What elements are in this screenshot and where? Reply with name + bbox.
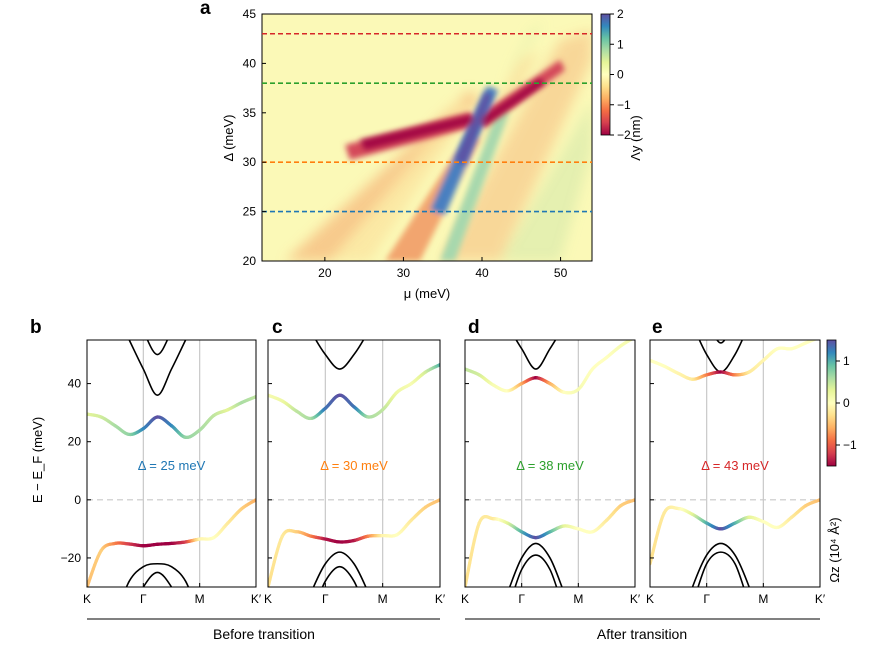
heatmap-ytick-label: 40 xyxy=(243,56,257,70)
band-ytick-label: 40 xyxy=(68,377,82,391)
band-line-black xyxy=(128,340,187,397)
band-line-black xyxy=(465,295,635,331)
band-line-black xyxy=(698,340,744,373)
band-ytick-label: 20 xyxy=(68,435,82,449)
kpoint-label: Γ xyxy=(703,592,710,606)
upper-band-segment xyxy=(630,340,634,341)
panel-letter-b: b xyxy=(30,317,42,338)
upper-band-segment xyxy=(633,338,634,339)
kpoint-label: K xyxy=(264,592,272,606)
kpoint-label: K′ xyxy=(630,592,641,606)
heatmap-axes: 20 30 40 50 20 25 30 35 40 45 xyxy=(243,7,568,280)
upper-band-segment xyxy=(816,340,817,341)
colorbar-lambda-tick-label: 0 xyxy=(617,68,624,82)
band-line-black xyxy=(125,562,190,587)
band-panel-d: d K Γ M K′ Δ = 38 meV xyxy=(461,295,641,606)
band-panel-frame xyxy=(464,339,636,588)
band-line-black xyxy=(515,340,557,370)
band-panel-plot-c xyxy=(268,340,440,587)
colorbar-omega-tick-label: 0 xyxy=(843,396,850,410)
band-panel-plot-d xyxy=(465,295,635,587)
band-line-black xyxy=(697,551,745,587)
band-panel-frame xyxy=(649,339,821,588)
kpoint-label: K′ xyxy=(251,592,262,606)
colorbar-lambda-tick-label: −1 xyxy=(617,98,631,112)
colorbar-omega-label: Ωz (10⁴ Å²) xyxy=(827,517,842,582)
band-line-black xyxy=(716,340,726,344)
band-panel-c: c K Γ M K′ Δ = 30 meV xyxy=(264,317,446,606)
colorbar-omega-ticks: −1 0 1 xyxy=(836,354,857,452)
kpoint-label: Γ xyxy=(322,592,329,606)
before-transition-label: Before transition xyxy=(213,626,315,642)
kpoint-label: K xyxy=(646,592,654,606)
band-line-black xyxy=(146,340,169,356)
heatmap-xtick-label: 20 xyxy=(318,266,332,280)
kpoint-label: K′ xyxy=(815,592,826,606)
delta-label-d: Δ = 38 meV xyxy=(516,458,584,473)
heatmap-ytick-label: 20 xyxy=(243,254,257,268)
band-panels: b K Γ M K′ Δ = 25 meV −20 0 20 40 c K Γ M K′ Δ = 30 meV… xyxy=(30,295,826,606)
after-transition-label: After transition xyxy=(597,626,687,642)
band-line-black xyxy=(321,565,358,587)
heatmap-ylabel: Δ (meV) xyxy=(221,115,236,162)
panel-letter-c: c xyxy=(272,317,283,338)
panel-letter-e: e xyxy=(652,317,663,338)
kpoint-label: K′ xyxy=(435,592,446,606)
colorbar-lambda-tick-label: −2 xyxy=(617,128,631,142)
heatmap-ytick-label: 30 xyxy=(243,155,257,169)
band-panel-frame xyxy=(267,339,441,588)
kpoint-label: M xyxy=(758,592,768,606)
colorbar-omega-tick-label: −1 xyxy=(843,438,857,452)
delta-label-c: Δ = 30 meV xyxy=(320,458,388,473)
heatmap-xlabel: μ (meV) xyxy=(404,286,451,301)
band-line-black xyxy=(508,542,563,587)
heatmap-xtick-label: 50 xyxy=(554,266,568,280)
band-panel-e: e K Γ M K′ Δ = 43 meV xyxy=(646,317,826,606)
heatmap-xtick-label: 40 xyxy=(475,266,489,280)
heatmap-ytick-label: 35 xyxy=(243,106,257,120)
colorbar-omega xyxy=(826,339,837,467)
delta-lines xyxy=(262,32,592,213)
heatmap-xtick-label: 30 xyxy=(397,266,411,280)
kpoint-label: M xyxy=(195,592,205,606)
upper-band-segment xyxy=(814,340,818,341)
colorbar-lambda xyxy=(600,13,611,136)
band-line-black xyxy=(314,340,365,370)
band-panel-frame xyxy=(86,339,257,588)
heatmap-frame xyxy=(261,13,593,262)
colorbar-lambda-ticks: −2 −1 0 1 2 xyxy=(610,7,631,142)
colorbar-lambda-tick-label: 2 xyxy=(617,7,624,21)
panel-letter-a: a xyxy=(200,0,211,19)
band-panel-plot-b xyxy=(87,340,256,587)
colorbar-lambda-label: Λy (nm) xyxy=(628,115,643,161)
kpoint-label: K xyxy=(83,592,91,606)
band-ylabel: E − E_F (meV) xyxy=(30,417,45,503)
heatmap-ytick-label: 45 xyxy=(243,7,257,21)
band-ytick-label: −20 xyxy=(61,551,82,565)
kpoint-label: Γ xyxy=(518,592,525,606)
panel-letter-d: d xyxy=(468,317,480,338)
colorbar-omega-tick-label: 1 xyxy=(843,354,850,368)
kpoint-label: M xyxy=(378,592,388,606)
kpoint-label: K xyxy=(461,592,469,606)
kpoint-label: M xyxy=(573,592,583,606)
band-ytick-label: 0 xyxy=(74,493,81,507)
band-panel-plot-e xyxy=(650,340,820,587)
band-line-black xyxy=(691,542,751,587)
delta-label-b: Δ = 25 meV xyxy=(138,458,206,473)
heatmap-ytick-label: 25 xyxy=(243,205,257,219)
band-line-black xyxy=(514,554,558,587)
band-line-black xyxy=(312,551,367,587)
band-panel-b: b K Γ M K′ Δ = 25 meV −20 0 20 40 xyxy=(30,317,262,606)
upper-band-segment xyxy=(634,337,635,338)
kpoint-label: Γ xyxy=(140,592,147,606)
colorbar-lambda-tick-label: 1 xyxy=(617,37,624,51)
heatmap xyxy=(262,14,592,261)
delta-label-e: Δ = 43 meV xyxy=(701,458,769,473)
